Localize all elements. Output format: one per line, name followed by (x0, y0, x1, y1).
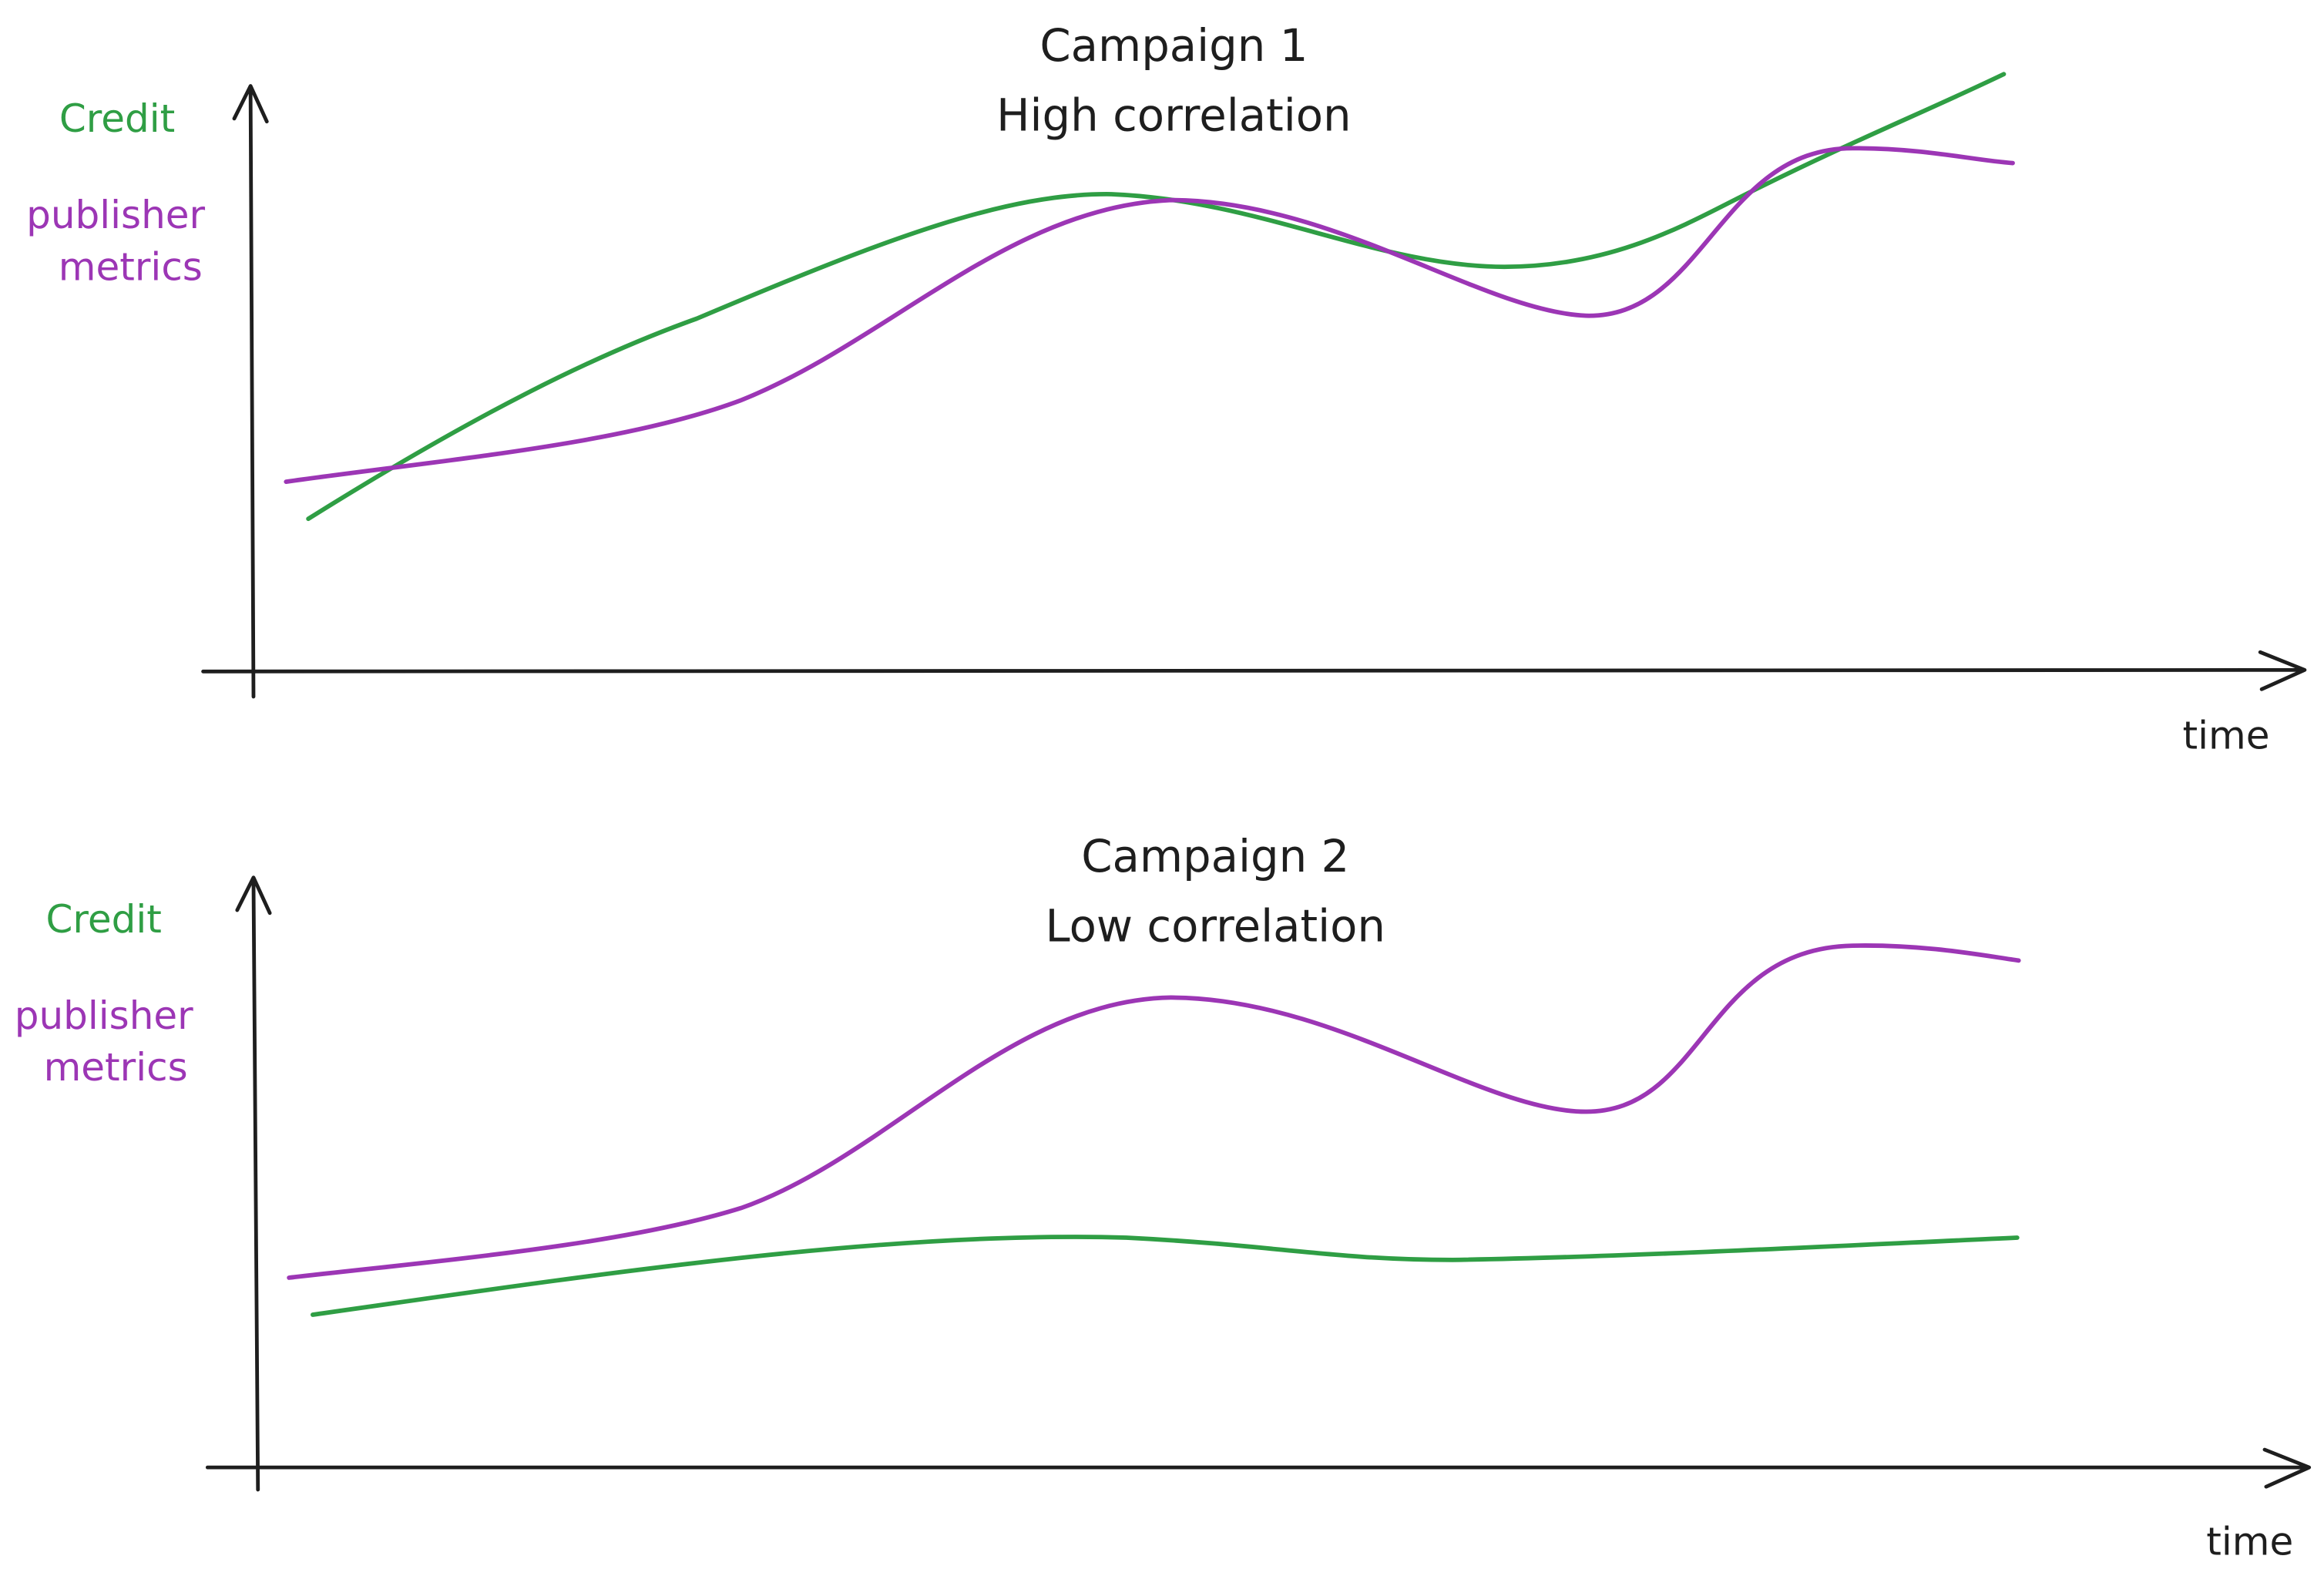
credit-curve (306, 72, 2007, 522)
metrics-label: publisher (15, 993, 193, 1038)
metrics-label: publisher (26, 193, 205, 237)
credit-label: Credit (46, 897, 162, 942)
metrics-curve (287, 943, 2021, 1280)
metrics-label: metrics (59, 245, 203, 290)
panel-subtitle: High correlation (996, 89, 1351, 141)
metrics-curve (284, 146, 2015, 484)
credit-curve (311, 1235, 2020, 1317)
x-axis (205, 1447, 2312, 1489)
panel-1: Campaign 1 High correlation Credit publi… (26, 19, 2307, 758)
panel-title: Campaign 1 (1039, 19, 1308, 72)
x-axis (201, 650, 2307, 691)
panel-subtitle: Low correlation (1045, 900, 1385, 953)
panel-title: Campaign 2 (1081, 830, 1349, 882)
x-axis-label: time (2182, 713, 2269, 758)
metrics-label: metrics (44, 1045, 188, 1090)
credit-label: Credit (59, 96, 175, 141)
x-axis-label: time (2206, 1520, 2293, 1564)
y-axis (235, 875, 272, 1492)
y-axis (232, 84, 269, 699)
panel-2: Campaign 2 Low correlation Credit publis… (15, 830, 2312, 1564)
